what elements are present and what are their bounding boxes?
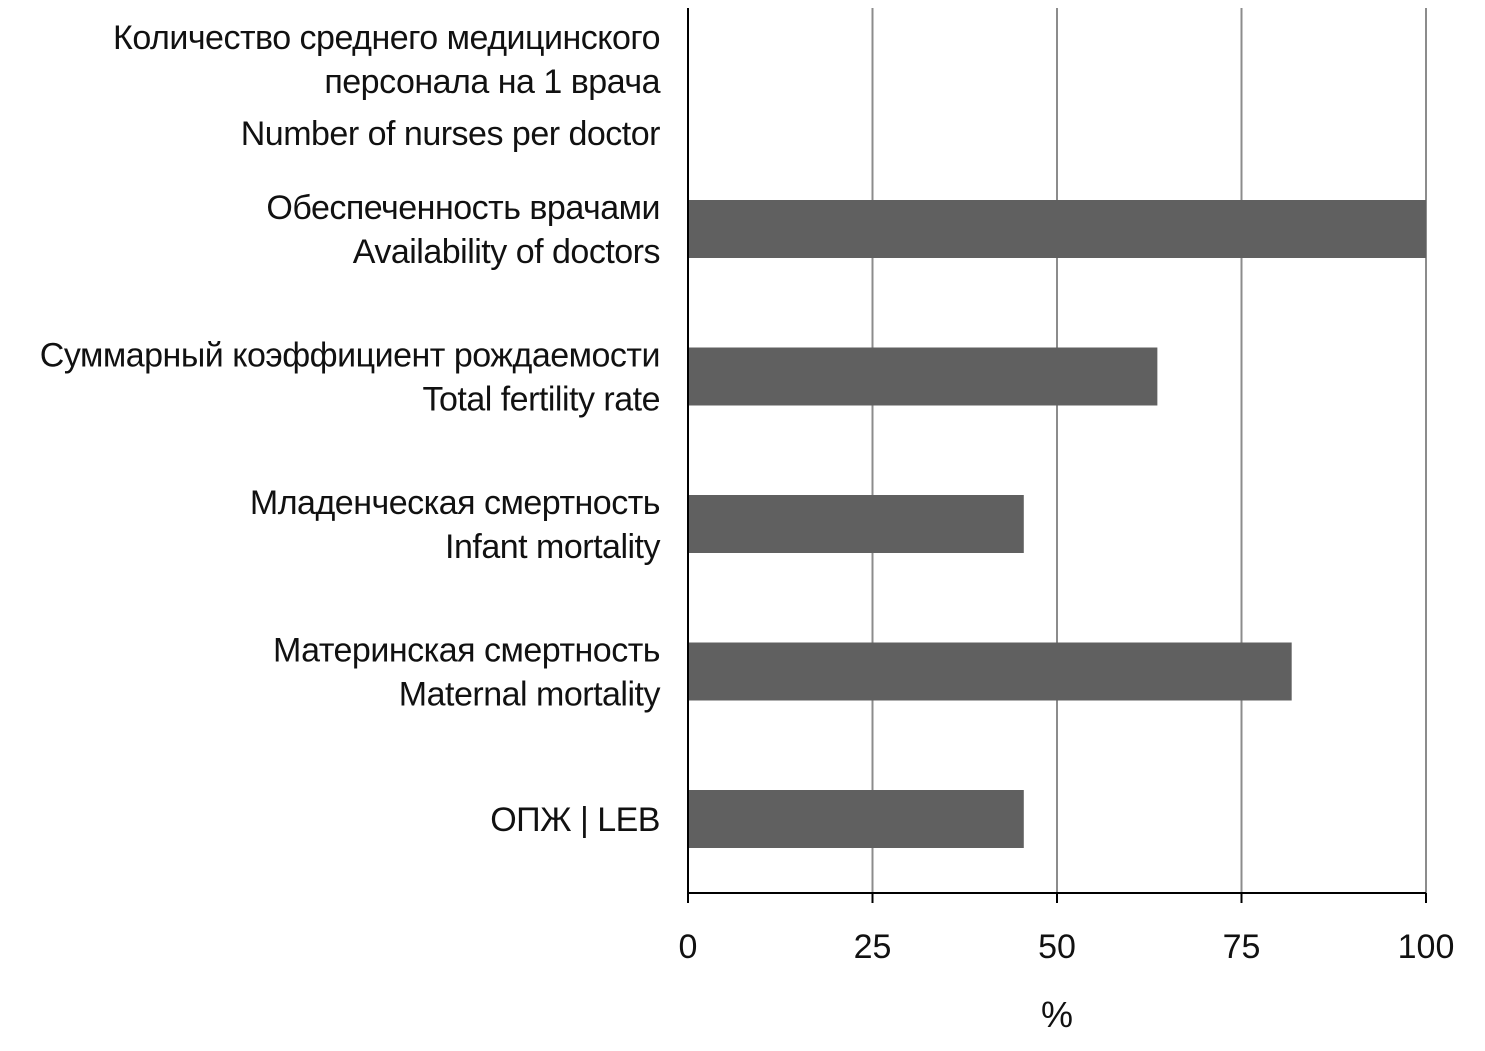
category-label-0-line-0: Количество среднего медицинского bbox=[113, 19, 660, 57]
x-tick-labels: 0 25 50 75 100 bbox=[679, 928, 1455, 966]
category-label-3-line-0: Младенческая смертность bbox=[250, 484, 660, 522]
category-label-0-line-1: персонала на 1 врача bbox=[324, 63, 660, 101]
axes bbox=[687, 8, 1427, 903]
category-label-4-line-1: Maternal mortality bbox=[399, 676, 661, 714]
bar-2 bbox=[689, 347, 1158, 406]
x-tick-label-75: 75 bbox=[1223, 928, 1261, 966]
x-tick-label-100: 100 bbox=[1398, 928, 1455, 966]
bar-3 bbox=[689, 495, 1024, 553]
category-label-4-line-0: Материнская смертность bbox=[273, 632, 660, 670]
x-tick-label-0: 0 bbox=[679, 928, 698, 966]
category-label-2-line-1: Total fertility rate bbox=[422, 381, 660, 419]
category-label-1-line-1: Availability of doctors bbox=[353, 233, 660, 271]
bar-1 bbox=[689, 200, 1426, 258]
category-label-3-line-1: Infant mortality bbox=[445, 528, 660, 566]
x-tick-label-25: 25 bbox=[854, 928, 892, 966]
x-axis-title: % bbox=[1041, 994, 1073, 1035]
category-label-0-line-2: Number of nurses per doctor bbox=[241, 115, 660, 153]
category-label-2-line-0: Суммарный коэффициент рождаемости bbox=[40, 337, 660, 375]
bar-5 bbox=[689, 790, 1024, 848]
gridlines bbox=[871, 8, 1427, 893]
category-label-1-line-0: Обеспеченность врачами bbox=[266, 189, 660, 227]
category-label-5-line-0: ОПЖ | LEB bbox=[490, 801, 660, 839]
bar-4 bbox=[689, 642, 1292, 701]
x-tick-label-50: 50 bbox=[1038, 928, 1076, 966]
category-labels: Количество среднего медицинского персонал… bbox=[40, 19, 661, 839]
bars bbox=[689, 200, 1426, 848]
